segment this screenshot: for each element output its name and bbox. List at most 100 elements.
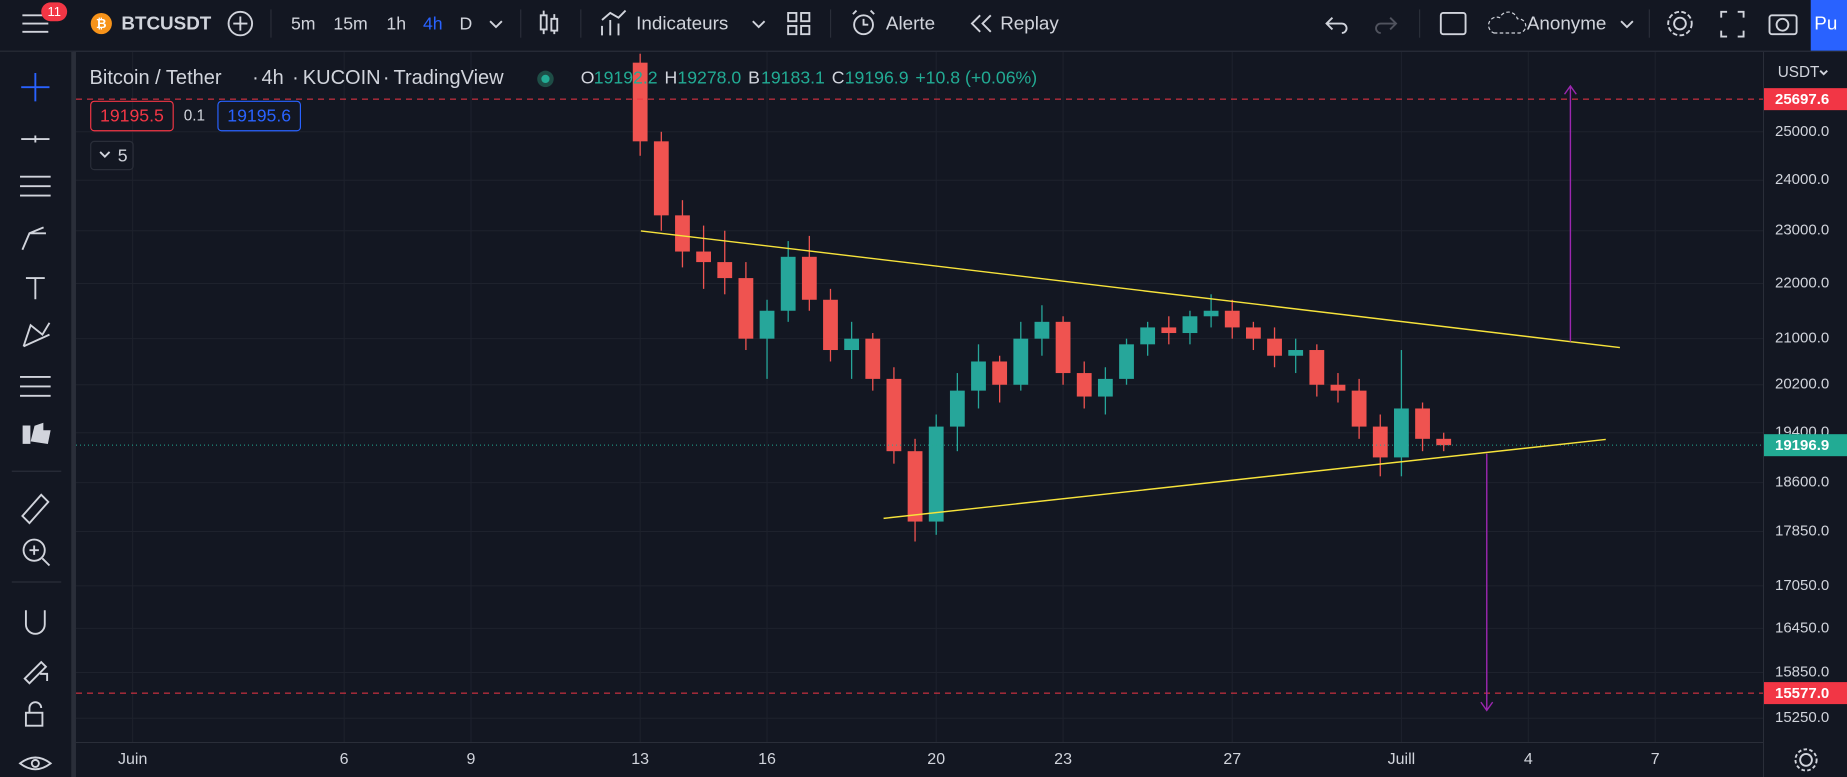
- candle-body: [844, 338, 860, 351]
- x-tick-label: Juin: [118, 751, 147, 768]
- candle-body: [738, 278, 754, 339]
- snapshot[interactable]: [1768, 14, 1798, 36]
- x-tick-label: 23: [1054, 751, 1072, 768]
- redo[interactable]: [1375, 17, 1398, 34]
- candle-body: [1140, 327, 1156, 345]
- exchange: KUCOIN: [303, 67, 381, 89]
- candle-body: [1309, 350, 1325, 385]
- price-label-box: [1764, 88, 1847, 111]
- top-bar: [0, 0, 1847, 51]
- axis-settings[interactable]: [1794, 748, 1818, 772]
- candle-body: [1182, 316, 1198, 334]
- trendline[interactable]: [640, 230, 1620, 349]
- candle-body: [928, 426, 944, 522]
- y-tick-label: 15850.0: [1775, 663, 1829, 680]
- candle-body: [759, 310, 775, 339]
- x-tick-label: 7: [1651, 751, 1660, 768]
- ask[interactable]: 19195.6: [227, 105, 291, 125]
- layout[interactable]: [1439, 12, 1467, 36]
- cloud: [1487, 11, 1527, 34]
- chart-type[interactable]: [539, 10, 559, 35]
- interval: 4h: [262, 67, 284, 89]
- candle-body: [1076, 373, 1092, 397]
- candle-body: [971, 361, 986, 391]
- x-tick-label: 13: [631, 751, 649, 768]
- ohlc-value: 19192.2: [594, 68, 658, 88]
- svg-text:·: ·: [252, 67, 259, 89]
- trendline[interactable]: [883, 438, 1606, 520]
- candle-body: [1203, 310, 1219, 317]
- alert[interactable]: Alerte: [886, 13, 935, 34]
- replay-icon[interactable]: [970, 14, 992, 33]
- candle-body: [886, 378, 902, 452]
- fullscreen[interactable]: [1720, 10, 1745, 38]
- interval[interactable]: 5m: [291, 13, 316, 33]
- currency[interactable]: USDT: [1778, 64, 1820, 81]
- candle-body: [1224, 310, 1240, 328]
- symbol[interactable]: BTCUSDT: [121, 13, 211, 34]
- ohlc-value: 19196.9: [845, 68, 909, 88]
- ohlc-key: O: [581, 68, 595, 88]
- publish-button[interactable]: [1810, 0, 1847, 51]
- x-tick-label: 16: [758, 751, 776, 768]
- indicator-count[interactable]: 5: [118, 145, 128, 165]
- left-toolbar: [0, 51, 74, 777]
- templates[interactable]: [787, 12, 811, 36]
- price-label-box: [1764, 434, 1847, 457]
- change: +10.8 (+0.06%): [915, 68, 1037, 88]
- candle-body: [1097, 378, 1113, 397]
- y-tick-label: 25000.0: [1775, 123, 1829, 140]
- target-arrow[interactable]: [1480, 453, 1494, 712]
- candle-body: [1436, 438, 1452, 446]
- bid[interactable]: 19195.5: [100, 105, 164, 125]
- publish[interactable]: Pu: [1814, 13, 1837, 34]
- replay[interactable]: Replay: [1000, 13, 1059, 34]
- settings[interactable]: [1667, 10, 1693, 37]
- y-tick-label: 20200.0: [1775, 376, 1829, 393]
- candle-body: [1372, 426, 1388, 458]
- y-tick-label: 16450.0: [1775, 619, 1829, 636]
- candle-body: [1267, 338, 1282, 356]
- candle-body: [801, 256, 817, 300]
- notification-badge: 11: [47, 4, 60, 19]
- candle-body: [632, 62, 648, 142]
- interval-menu[interactable]: [489, 20, 503, 29]
- price-label: 15577.0: [1775, 685, 1829, 702]
- spread: 0.1: [184, 108, 205, 125]
- candle-body: [717, 262, 733, 279]
- y-tick-label: 21000.0: [1775, 330, 1829, 347]
- candle-body: [823, 299, 838, 351]
- y-tick-label: 23000.0: [1775, 222, 1829, 239]
- candle-body: [1351, 390, 1367, 427]
- indicators-icon[interactable]: [601, 9, 627, 36]
- indicators[interactable]: Indicateurs: [636, 13, 728, 34]
- candle-body: [949, 390, 965, 427]
- svg-text:·: ·: [292, 67, 299, 89]
- undo[interactable]: [1325, 17, 1348, 34]
- y-tick-label: 17850.0: [1775, 522, 1829, 539]
- drawing-tools[interactable]: [18, 73, 53, 771]
- candle-body: [992, 361, 1008, 385]
- candle-body: [1288, 350, 1304, 356]
- candle-body: [1330, 384, 1346, 391]
- y-tick-label: 24000.0: [1775, 171, 1829, 188]
- alert-icon[interactable]: [852, 9, 875, 36]
- price-label-box: [1764, 682, 1847, 705]
- target-arrow[interactable]: [1563, 84, 1577, 342]
- interval[interactable]: 1h: [386, 13, 406, 33]
- candle-body: [1415, 408, 1430, 439]
- ohlc-value: 19278.0: [677, 68, 741, 88]
- interval[interactable]: D: [459, 13, 472, 33]
- account[interactable]: Anonyme: [1527, 13, 1607, 34]
- candle-body: [675, 215, 690, 252]
- x-tick-label: 20: [927, 751, 945, 768]
- ohlc-key: B: [748, 68, 760, 88]
- candle-body: [1013, 338, 1029, 385]
- candle-body: [1119, 344, 1134, 379]
- svg-text:₿: ₿: [96, 16, 107, 31]
- add-symbol[interactable]: [227, 10, 254, 37]
- pair: Bitcoin / Tether: [90, 67, 222, 89]
- interval-active[interactable]: 4h: [423, 13, 443, 33]
- interval[interactable]: 15m: [333, 13, 367, 33]
